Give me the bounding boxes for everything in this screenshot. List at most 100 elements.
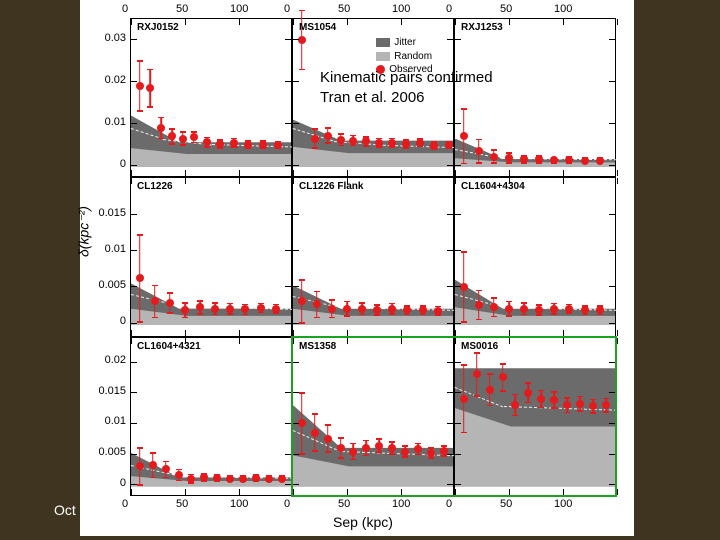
error-cap <box>350 443 356 445</box>
error-cap <box>147 69 153 71</box>
data-point <box>388 444 396 452</box>
y-tick <box>609 250 615 251</box>
data-point <box>505 305 513 313</box>
data-point <box>324 435 332 443</box>
y-tick <box>609 484 615 485</box>
error-cap <box>176 480 182 482</box>
error-cap <box>521 302 527 304</box>
error-cap <box>564 412 570 414</box>
error-cap <box>500 390 506 392</box>
x-tick-label: 100 <box>230 499 248 510</box>
data-point <box>200 473 208 481</box>
panel-cl1226: CL1226 <box>130 177 292 336</box>
x-tick <box>293 170 294 176</box>
data-point <box>520 305 528 313</box>
error-cap <box>564 397 570 399</box>
panel-title: CL1604+4304 <box>461 181 525 192</box>
data-point <box>414 445 422 453</box>
error-cap <box>204 146 210 148</box>
error-cap <box>242 314 248 316</box>
y-tick <box>131 423 137 424</box>
error-cap <box>197 313 203 315</box>
x-tick <box>131 330 132 336</box>
y-tick <box>293 81 299 82</box>
data-point <box>475 301 483 309</box>
error-cap <box>603 411 609 413</box>
error-cap <box>428 457 434 459</box>
y-tick <box>285 423 291 424</box>
data-point <box>343 305 351 313</box>
y-tick <box>293 454 299 455</box>
data-point <box>473 370 481 378</box>
error-cap <box>152 317 158 319</box>
error-cap <box>363 145 369 147</box>
error-cap <box>182 317 188 319</box>
x-tick-label: 100 <box>554 499 572 510</box>
data-point <box>505 154 513 162</box>
x-tick <box>131 178 132 184</box>
error-cap <box>491 297 497 299</box>
error-cap <box>137 234 143 236</box>
data-point <box>252 474 260 482</box>
error-cap <box>137 321 143 323</box>
x-tick-label: 50 <box>338 4 350 15</box>
x-tick-label: 50 <box>500 499 512 510</box>
y-tick <box>455 423 461 424</box>
error-cap <box>359 314 365 316</box>
data-point <box>596 157 604 165</box>
x-tick <box>509 489 510 495</box>
y-tick <box>131 165 137 166</box>
data-point <box>565 156 573 164</box>
error-cap <box>538 390 544 392</box>
error-cap <box>461 432 467 434</box>
x-tick <box>401 330 402 336</box>
error-cap <box>577 410 583 412</box>
y-tick <box>447 484 453 485</box>
data-point <box>157 124 165 132</box>
x-tick-label: 0 <box>284 499 290 510</box>
panel-title: MS0016 <box>461 341 498 352</box>
error-cap <box>487 405 493 407</box>
data-point <box>226 475 234 483</box>
error-cap <box>461 321 467 323</box>
data-point <box>190 133 198 141</box>
data-point <box>162 465 170 473</box>
y-tick <box>447 392 453 393</box>
x-tick <box>455 178 456 184</box>
error-cap <box>312 450 318 452</box>
y-tick <box>455 362 461 363</box>
error-cap <box>491 316 497 318</box>
error-cap <box>350 459 356 461</box>
error-cap <box>512 415 518 417</box>
x-tick <box>131 489 132 495</box>
x-tick <box>563 330 564 336</box>
y-tick <box>609 423 615 424</box>
error-cap <box>299 279 305 281</box>
y-tick <box>285 392 291 393</box>
error-cap <box>299 392 305 394</box>
x-tick <box>239 489 240 495</box>
x-tick <box>563 170 564 176</box>
error-cap <box>506 301 512 303</box>
error-cap <box>137 447 143 449</box>
x-tick <box>131 338 132 344</box>
x-tick <box>131 19 132 25</box>
error-cap <box>376 438 382 440</box>
legend-item: Jitter <box>376 36 432 50</box>
data-point <box>226 305 234 313</box>
x-tick <box>455 170 456 176</box>
error-cap <box>476 139 482 141</box>
data-point <box>257 304 265 312</box>
legend-swatch <box>376 38 390 47</box>
x-tick-label: 50 <box>176 4 188 15</box>
x-tick <box>239 338 240 344</box>
error-cap <box>461 251 467 253</box>
error-cap <box>461 163 467 165</box>
y-tick <box>131 392 137 393</box>
data-point <box>244 141 252 149</box>
y-tick <box>447 362 453 363</box>
y-tick <box>285 165 291 166</box>
y-tick <box>447 323 453 324</box>
data-point <box>511 401 519 409</box>
x-tick <box>347 170 348 176</box>
